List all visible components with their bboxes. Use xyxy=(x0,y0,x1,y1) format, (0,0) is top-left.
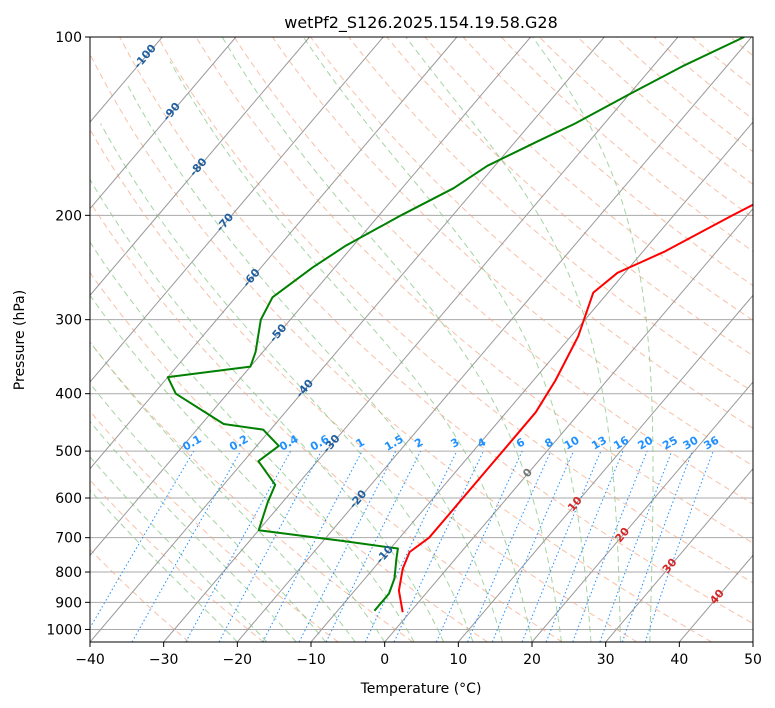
isotherm-line xyxy=(90,37,310,297)
dry-adiabat-line xyxy=(424,37,753,321)
y-tick-label: 400 xyxy=(55,387,82,403)
mixing-ratio-line xyxy=(218,450,322,642)
mixing-ratio-line xyxy=(621,450,693,642)
axis-ticks: −40 −30 −20 −10 0 10 20 30 40 50 100 200 300 400 500 60… xyxy=(46,30,762,668)
dry-adiabat-line xyxy=(615,37,753,153)
isotherm-line xyxy=(90,37,531,557)
mixing-ratio-line xyxy=(644,450,714,642)
dry-adiabat-line xyxy=(386,37,753,357)
isotherm-line xyxy=(236,37,752,642)
dry-adiabat-line xyxy=(90,479,264,642)
mixing-ratio-line xyxy=(364,450,458,642)
x-tick-label: 30 xyxy=(597,652,615,668)
mixing-ratio-line xyxy=(90,450,195,629)
dry-adiabat-line xyxy=(90,128,638,642)
dry-adiabat-line xyxy=(310,37,753,429)
moist-adiabat-line xyxy=(302,37,592,642)
x-tick-label: 50 xyxy=(744,652,762,668)
isotherm-line xyxy=(90,37,605,642)
mixing-ratio-line xyxy=(467,450,552,642)
mixing-ratio-line xyxy=(491,450,574,642)
moist-adiabat-line xyxy=(90,341,356,642)
y-tick-label: 800 xyxy=(55,565,82,581)
profile-lines xyxy=(166,37,753,613)
moist-adiabat-line xyxy=(221,37,562,642)
dry-adiabat-line xyxy=(462,37,753,287)
y-tick-label: 700 xyxy=(55,531,82,547)
dry-adiabat-line xyxy=(90,53,712,642)
x-tick-label: 0 xyxy=(380,652,389,668)
y-axis-label: Pressure (hPa) xyxy=(12,290,28,390)
y-tick-label: 500 xyxy=(55,444,82,460)
moist-adiabat-line xyxy=(90,294,386,642)
moist-adiabat-line xyxy=(90,178,445,642)
isotherm-line xyxy=(384,207,753,642)
x-tick-label: −20 xyxy=(223,652,253,668)
background-lines xyxy=(90,37,753,642)
x-tick-label: −40 xyxy=(75,652,105,668)
moist-adiabat-line xyxy=(100,123,474,642)
x-tick-label: 40 xyxy=(670,652,688,668)
isotherm-line xyxy=(531,381,753,642)
moist-adiabat-line xyxy=(126,83,503,642)
isotherm-line xyxy=(310,121,753,642)
moist-adiabat-line xyxy=(532,37,654,642)
x-tick-label: 20 xyxy=(523,652,541,668)
y-tick-label: 200 xyxy=(55,208,82,224)
moist-adiabat-line xyxy=(90,420,297,642)
dewpoint-profile-line xyxy=(166,37,745,612)
moist-adiabat-line xyxy=(169,61,533,642)
isotherm-line xyxy=(605,467,753,642)
dry-adiabat-line xyxy=(119,37,753,625)
isotherm-line xyxy=(457,294,753,642)
dry-adiabat-line xyxy=(90,341,414,642)
dry-adiabat-line xyxy=(500,37,753,252)
moist-adiabat-line xyxy=(405,37,621,642)
y-tick-label: 900 xyxy=(55,595,82,611)
y-tick-label: 1000 xyxy=(46,622,82,638)
chart-title: wetPf2_S126.2025.154.19.58.G28 xyxy=(284,13,558,33)
isotherm-line xyxy=(90,37,237,210)
mixing-ratio-line xyxy=(393,450,484,642)
mixing-ratio-line xyxy=(131,450,242,642)
mixing-ratio-line xyxy=(325,450,422,642)
plot-frame xyxy=(89,36,754,643)
x-tick-label: −30 xyxy=(149,652,179,668)
isotherm-line xyxy=(90,37,384,383)
x-axis-label: Temperature (°C) xyxy=(360,681,482,697)
temperature-profile-line xyxy=(397,203,753,613)
dry-adiabat-line xyxy=(157,37,753,584)
dry-adiabat-line xyxy=(195,37,753,544)
isotherm-line xyxy=(163,37,679,642)
mixing-ratio-line xyxy=(435,450,523,642)
y-tick-label: 100 xyxy=(55,30,82,46)
dry-adiabat-line xyxy=(348,37,753,393)
x-tick-label: −10 xyxy=(296,652,326,668)
y-tick-label: 600 xyxy=(55,491,82,507)
y-tick-label: 300 xyxy=(55,313,82,329)
isotherm-line xyxy=(90,37,458,470)
moist-adiabat-line xyxy=(90,241,415,642)
x-tick-label: 10 xyxy=(449,652,467,668)
dry-adiabat-line xyxy=(233,37,753,505)
